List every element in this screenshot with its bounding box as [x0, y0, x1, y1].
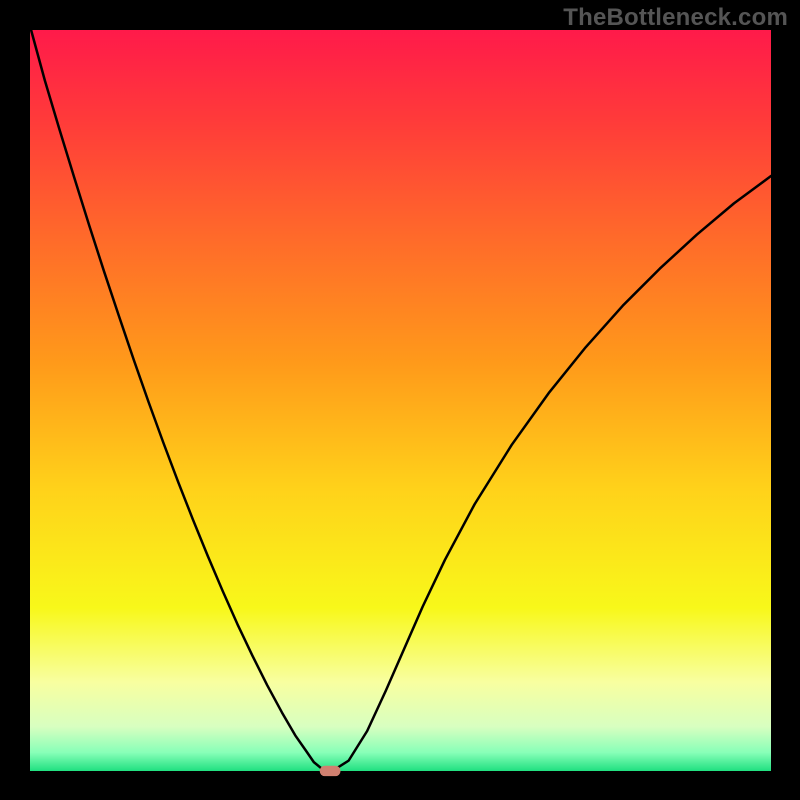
minimum-marker	[320, 766, 341, 776]
chart-svg	[0, 0, 800, 800]
watermark-text: TheBottleneck.com	[563, 4, 788, 32]
chart-frame: TheBottleneck.com	[0, 0, 800, 800]
